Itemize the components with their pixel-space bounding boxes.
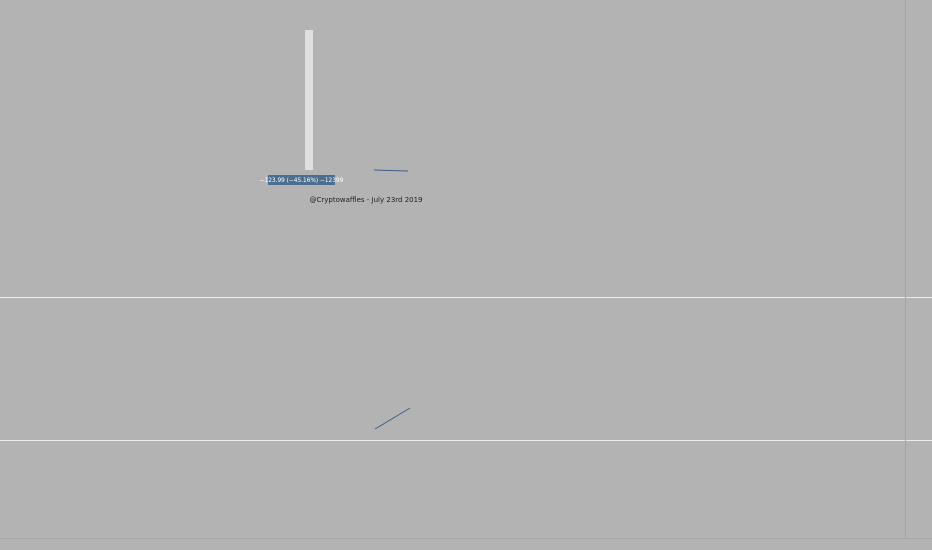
measure-label: −123.99 (−45.16%) −12399 — [260, 178, 344, 184]
measure-range — [305, 30, 313, 170]
rsi-trend-line — [374, 407, 411, 430]
measure-box — [268, 175, 335, 185]
trend-line — [373, 169, 409, 172]
annotation: @Cryptowaffles - July 23rd 2019 — [309, 196, 422, 204]
